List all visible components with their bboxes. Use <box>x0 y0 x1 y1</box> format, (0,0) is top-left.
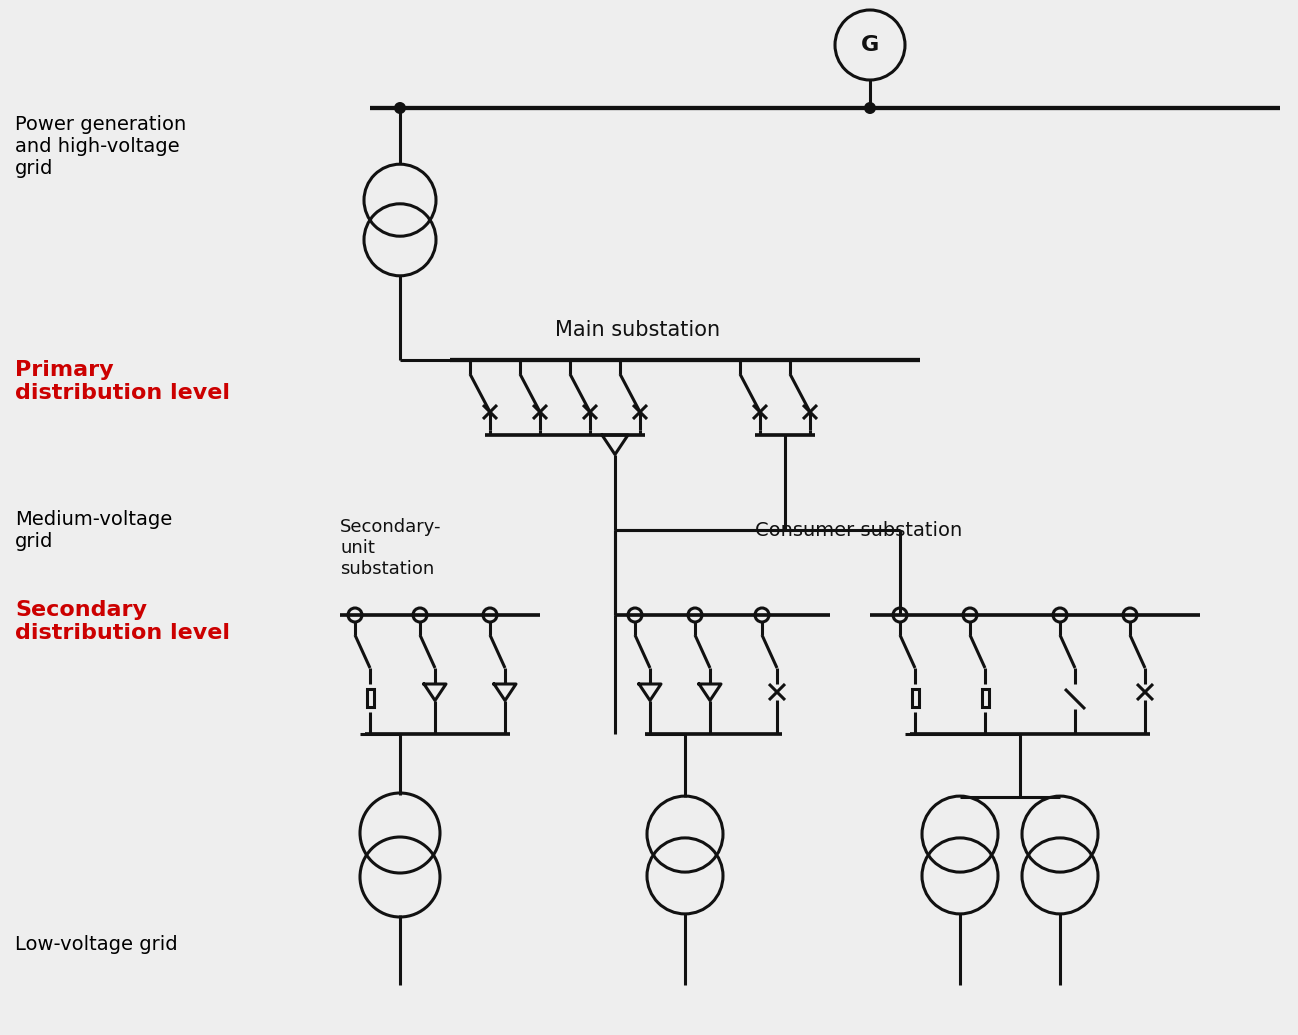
Text: G: G <box>861 35 879 55</box>
Bar <box>981 689 989 707</box>
Circle shape <box>864 102 876 114</box>
Text: Medium-voltage
grid: Medium-voltage grid <box>16 510 173 551</box>
Text: Consumer substation: Consumer substation <box>755 521 962 539</box>
Text: Secondary-
unit
substation: Secondary- unit substation <box>340 519 441 578</box>
Text: Low-voltage grid: Low-voltage grid <box>16 936 178 954</box>
Text: Power generation
and high-voltage
grid: Power generation and high-voltage grid <box>16 115 186 178</box>
Text: Secondary
distribution level: Secondary distribution level <box>16 600 230 643</box>
Circle shape <box>395 102 406 114</box>
Bar <box>366 689 374 707</box>
Text: Main substation: Main substation <box>556 320 720 341</box>
Circle shape <box>835 10 905 80</box>
Text: Primary
distribution level: Primary distribution level <box>16 360 230 404</box>
Bar <box>911 689 919 707</box>
